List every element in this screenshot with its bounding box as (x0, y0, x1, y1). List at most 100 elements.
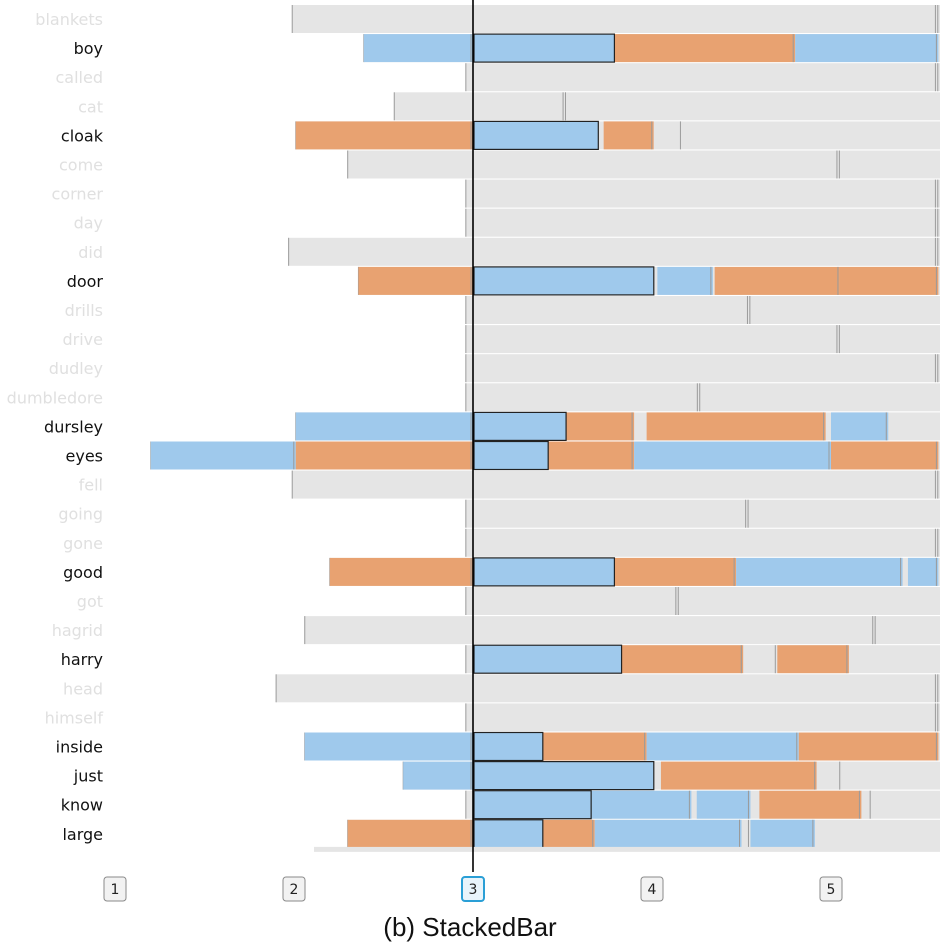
base-segment (473, 266, 655, 296)
row-background-bar (465, 179, 940, 208)
tick-button-2[interactable] (282, 876, 306, 902)
row-background-bar (465, 63, 940, 92)
blue-segment (696, 790, 751, 819)
orange-segment (603, 121, 654, 150)
row-background-bar (304, 616, 940, 645)
tick-label[interactable]: 3 (469, 882, 478, 898)
row-background-bar (292, 470, 940, 499)
orange-segment (614, 34, 796, 63)
orange-segment (798, 732, 939, 761)
row-background-bar (465, 354, 940, 383)
row-background-bar (465, 499, 940, 528)
row-label: hagrid (52, 621, 103, 640)
tick-label[interactable]: 2 (290, 882, 299, 898)
tick-label[interactable]: 5 (827, 882, 836, 898)
orange-segment (542, 732, 647, 761)
base-segment (473, 731, 544, 762)
gray-segment (653, 121, 683, 150)
bottom-bar (314, 846, 940, 852)
row-label: drills (65, 301, 103, 320)
row-label: large (62, 825, 103, 844)
row-background-bar (465, 703, 940, 732)
orange-segment (831, 441, 939, 470)
orange-segment (714, 266, 840, 295)
row-label: just (73, 767, 103, 786)
base-segment (473, 411, 567, 441)
row-label: dursley (44, 417, 103, 436)
row-label: door (67, 272, 104, 291)
row-label: going (58, 505, 103, 524)
gray-segment (861, 790, 873, 819)
blue-segment (750, 819, 815, 848)
row-background-bar (465, 325, 940, 354)
blue-segment (736, 557, 903, 586)
orange-segment (542, 819, 595, 848)
base-segment (473, 644, 623, 674)
blue-segment (295, 412, 473, 441)
orange-segment (777, 645, 849, 674)
row-background-bar (465, 208, 940, 237)
blue-segment (634, 441, 831, 470)
row-label: day (74, 214, 103, 233)
row-label: boy (74, 39, 103, 58)
base-segment (473, 440, 549, 471)
orange-segment (295, 441, 473, 470)
tick-label[interactable]: 4 (648, 882, 657, 898)
row-label: eyes (66, 447, 104, 466)
blue-segment (594, 819, 742, 848)
row-background-bar (465, 528, 940, 557)
row-label: head (63, 679, 103, 698)
tick-button-1[interactable] (103, 876, 127, 902)
orange-segment (759, 790, 862, 819)
row-background-bar (292, 5, 940, 33)
row-background-bar (394, 92, 940, 121)
orange-segment (566, 412, 635, 441)
tick-button-5[interactable] (819, 876, 843, 902)
row-background-bar (347, 150, 940, 179)
row-label: blankets (35, 10, 103, 29)
orange-segment (614, 557, 737, 586)
blue-segment (646, 732, 799, 761)
tick-button-4[interactable] (640, 876, 664, 902)
orange-segment (358, 266, 473, 295)
row-background-bar (276, 674, 940, 703)
blue-segment (150, 441, 296, 470)
orange-segment (295, 121, 473, 150)
base-segment (473, 120, 599, 151)
orange-segment (839, 266, 939, 295)
base-segment (473, 790, 592, 820)
blue-segment (831, 412, 889, 441)
row-label: dumbledore (7, 388, 103, 407)
base-segment (473, 819, 544, 849)
blue-segment (363, 34, 473, 63)
row-label: himself (45, 708, 104, 727)
row-label: dudley (49, 359, 103, 378)
orange-segment (548, 441, 635, 470)
orange-segment (646, 412, 826, 441)
row-label: got (77, 592, 103, 611)
tick-button-3[interactable] (461, 876, 485, 902)
orange-segment (329, 557, 473, 586)
row-label: gone (63, 534, 103, 553)
base-segment (473, 33, 616, 63)
row-background-bar (465, 296, 940, 324)
orange-segment (621, 645, 744, 674)
row-background-bar (288, 237, 940, 266)
row-background-bar (465, 587, 940, 615)
tick-label[interactable]: 1 (111, 882, 120, 898)
figure-caption: (b) StackedBar (383, 912, 557, 942)
row-label: inside (56, 738, 103, 757)
row-label: fell (79, 476, 103, 495)
gray-segment (816, 761, 842, 790)
row-label: cloak (61, 126, 104, 145)
gray-segment (741, 819, 751, 848)
row-label: did (78, 243, 103, 262)
row-label: good (63, 563, 103, 582)
row-label: come (59, 156, 103, 175)
orange-segment (660, 761, 817, 790)
base-segment (473, 760, 655, 791)
row-label: cat (78, 97, 103, 116)
blue-segment (657, 266, 713, 295)
blue-segment (304, 732, 473, 761)
